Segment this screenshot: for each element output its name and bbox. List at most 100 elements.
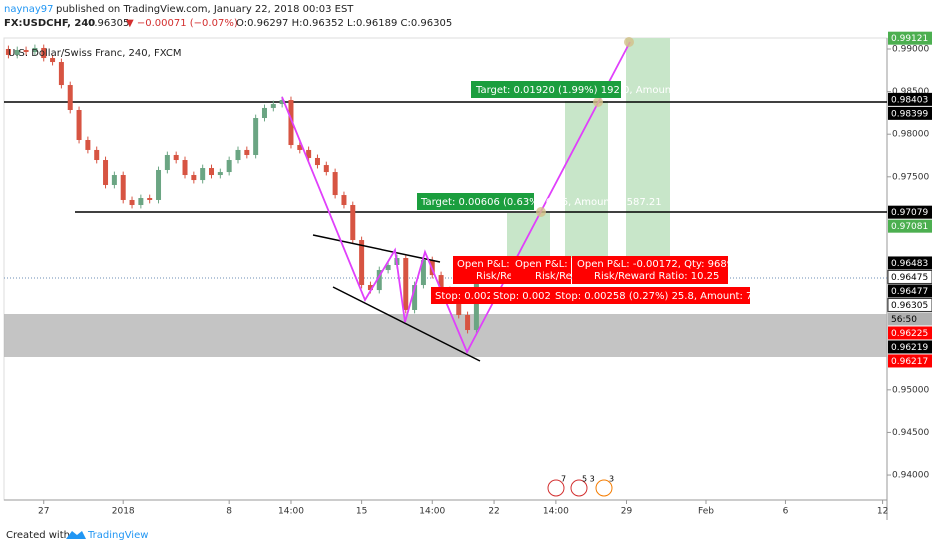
- annotation: Risk/Reward Ratio: 10.25: [594, 271, 719, 282]
- price-label-box: [888, 326, 932, 340]
- plot-frame: [3, 37, 888, 501]
- candle-body: [456, 294, 462, 316]
- y-tick-label: 0.98000: [892, 130, 929, 140]
- candle-body: [235, 149, 241, 161]
- x-tick-label: 22: [488, 507, 499, 517]
- price-label: 0.98403: [891, 95, 928, 105]
- target-point: [624, 37, 634, 47]
- x-tick-label: Feb: [698, 507, 714, 517]
- candle-body: [94, 149, 100, 161]
- annotation: Target: 0.00606 (0.63%) 60.6, Amount: 15…: [420, 197, 662, 208]
- price-label-box: [888, 340, 932, 354]
- x-tick-label: 12: [877, 507, 888, 517]
- candle-body: [306, 149, 312, 158]
- candle-body: [156, 169, 162, 200]
- candle-body: [226, 160, 232, 173]
- candle-body: [403, 258, 409, 310]
- price-label-box: [888, 284, 932, 298]
- candle-body: [279, 100, 285, 105]
- candle-body: [209, 168, 215, 176]
- y-tick-label: 0.99000: [892, 44, 929, 54]
- series-title: U.S. Dollar/Swiss Franc, 240, FXCM: [8, 48, 181, 59]
- annotation-box: [551, 287, 750, 304]
- y-tick-label: 0.95000: [892, 385, 929, 395]
- y-tick-label: 0.98500: [892, 87, 929, 97]
- annotation: Open P&L: -: [457, 259, 517, 270]
- candle-body: [32, 47, 38, 52]
- candle-body: [147, 198, 153, 200]
- y-tick-label: 0.97500: [892, 172, 929, 182]
- target-zone: [626, 38, 670, 258]
- price-label: 0.96217: [891, 357, 928, 367]
- candle-body: [412, 285, 418, 310]
- published: published on TradingView.com, January 22…: [56, 4, 354, 15]
- price-label: 0.96477: [891, 287, 928, 297]
- x-tick-label: 15: [356, 507, 367, 517]
- candle-body: [5, 48, 11, 55]
- price-label-box: [887, 269, 932, 284]
- annotation-box: [572, 256, 728, 284]
- price-label-box: [888, 106, 932, 120]
- candle-body: [67, 85, 73, 111]
- price-label-box: [888, 92, 932, 106]
- annotation: Stop: 0.00258 (0.27%) 25.8, Amount: 750: [555, 291, 765, 302]
- candle-body: [120, 175, 126, 200]
- price-label: 0.96219: [891, 343, 928, 353]
- annotation: Risk/Rew: [476, 271, 521, 282]
- candle-body: [341, 195, 347, 206]
- candle-body: [58, 62, 64, 86]
- ohlc: O:0.96297 H:0.96352 L:0.96189 C:0.96305: [236, 18, 452, 29]
- candle-body: [350, 205, 356, 241]
- price-label-box: [888, 31, 932, 45]
- brand[interactable]: TradingView: [87, 530, 148, 541]
- price-label-box: [888, 256, 932, 270]
- candle-body: [217, 172, 223, 176]
- candle-body: [103, 160, 109, 185]
- annotation-box: [471, 81, 621, 98]
- annotation-box: [417, 193, 534, 210]
- candle-body: [288, 100, 294, 146]
- x-tick-label: 8: [226, 507, 232, 517]
- candle-body: [261, 107, 267, 119]
- y-tick-label: 0.94500: [892, 428, 929, 438]
- channel-line: [332, 286, 481, 362]
- annotation: Stop: 0.002: [435, 291, 493, 302]
- zone: [4, 314, 887, 357]
- price-label: 0.98399: [891, 109, 928, 119]
- annotation: Target: 0.01920 (1.99%) 192.0, Amount: 2…: [475, 85, 723, 96]
- candle-body: [367, 285, 373, 291]
- candle-body: [332, 172, 338, 196]
- x-tick-label: 14:00: [419, 507, 445, 517]
- candle-body: [385, 264, 391, 271]
- candle-body: [129, 199, 135, 206]
- candle-body: [50, 58, 56, 63]
- x-tick-label: 6: [783, 507, 789, 517]
- candle-body: [323, 165, 329, 173]
- annotation: Open P&L: -0.00172, Qty: 96899: [577, 259, 740, 270]
- price-label-box: [888, 205, 932, 219]
- x-tick-label: 14:00: [543, 507, 569, 517]
- price-label: 0.96225: [891, 329, 928, 339]
- candle-body: [14, 50, 20, 55]
- event-count: 5 3: [582, 475, 595, 484]
- event-icon[interactable]: [547, 479, 565, 497]
- candle-body: [270, 104, 276, 108]
- candle-body: [173, 154, 179, 161]
- y-tick-label: 0.94000: [892, 471, 929, 481]
- change: ▼ −0.00071 (−0.07%): [126, 18, 238, 29]
- user[interactable]: naynay97: [4, 4, 54, 15]
- price-label: 0.96475: [891, 273, 928, 283]
- annotation-box: [431, 287, 490, 304]
- target-zone: [565, 101, 608, 258]
- candle-body: [359, 240, 365, 286]
- event-icon[interactable]: [595, 479, 613, 497]
- event-icon[interactable]: [570, 479, 588, 497]
- price-label-box: [887, 297, 932, 312]
- x-tick-label: 2018: [112, 507, 135, 517]
- last-price: 0.96305: [88, 18, 129, 29]
- candle-body: [164, 154, 170, 170]
- candle-body: [200, 168, 206, 181]
- target-point: [593, 97, 603, 107]
- candle-body: [191, 175, 197, 181]
- event-count: 7: [561, 475, 566, 484]
